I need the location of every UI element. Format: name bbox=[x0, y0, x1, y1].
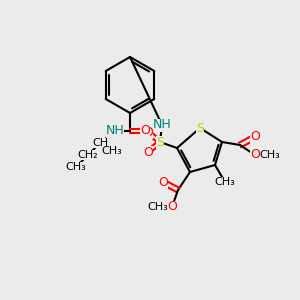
Text: CH₃: CH₃ bbox=[102, 146, 122, 156]
Text: O: O bbox=[167, 200, 177, 214]
Text: O: O bbox=[143, 125, 153, 139]
Text: O: O bbox=[140, 124, 150, 137]
Text: CH₂: CH₂ bbox=[78, 150, 98, 160]
Text: O: O bbox=[250, 130, 260, 143]
Text: CH: CH bbox=[92, 138, 108, 148]
Text: CH₃: CH₃ bbox=[260, 150, 280, 160]
Text: O: O bbox=[143, 146, 153, 158]
Text: NH: NH bbox=[153, 118, 171, 131]
Text: NH: NH bbox=[106, 124, 124, 137]
Text: CH₃: CH₃ bbox=[214, 177, 236, 187]
Text: O: O bbox=[250, 148, 260, 161]
Text: S: S bbox=[156, 136, 164, 148]
Text: CH₃: CH₃ bbox=[66, 162, 86, 172]
Text: CH₃: CH₃ bbox=[148, 202, 168, 212]
Text: S: S bbox=[196, 122, 204, 134]
Text: O: O bbox=[158, 176, 168, 188]
